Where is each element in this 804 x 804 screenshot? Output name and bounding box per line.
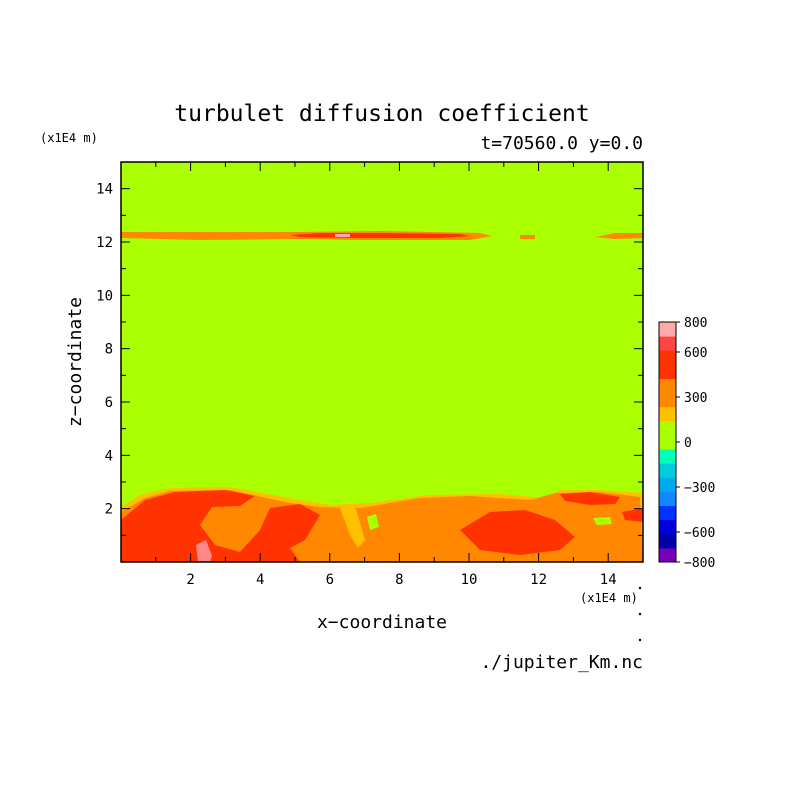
colorbar-swatch: [659, 364, 676, 379]
y-tick-label: 10: [96, 288, 113, 304]
lower-layer-lime-gap: [367, 514, 379, 530]
x-tick-label: 6: [326, 572, 334, 588]
colorbar-swatch: [659, 533, 676, 549]
x-tick-label: 4: [256, 572, 264, 588]
x-tick-label: 14: [600, 572, 617, 588]
colorbar-swatch: [659, 378, 676, 394]
colorbar-swatch: [659, 505, 676, 521]
lower-layer-pink: [196, 540, 212, 562]
source-filename: ./jupiter_Km.nc: [480, 652, 643, 673]
y-unit-label: (x1E4 m): [40, 131, 98, 145]
upper-band-right: [595, 233, 643, 239]
x-unit-label: (x1E4 m): [580, 591, 638, 605]
y-tick-label: 8: [105, 342, 113, 358]
colorbar-tick-label: 300: [684, 391, 707, 406]
colorbar-swatch: [659, 491, 676, 507]
marker-dot: [638, 612, 642, 616]
lower-layer-red-edge: [622, 508, 643, 522]
colorbar-swatch: [659, 420, 676, 436]
y-axis: 2 4 6 8 10 12 14: [96, 161, 643, 536]
colorbar-swatch: [659, 547, 676, 563]
colorbar-tick-label: −800: [684, 556, 715, 571]
colorbar-tick-label: −600: [684, 526, 715, 541]
chart-title: turbulet diffusion coefficient: [174, 101, 589, 127]
lower-layer-red-left: [121, 490, 320, 562]
colorbar-swatch: [659, 350, 676, 365]
colorbar-swatch: [659, 336, 676, 351]
y-tick-label: 2: [105, 502, 113, 518]
x-axis-label: x−coordinate: [317, 612, 447, 633]
colorbar-swatch: [659, 406, 676, 422]
y-axis-label: z−coordinate: [65, 297, 86, 427]
x-tick-label: 2: [186, 572, 194, 588]
colorbar-swatch: [659, 463, 676, 478]
upper-band-highlight: [335, 234, 350, 237]
y-tick-label: 4: [105, 448, 113, 464]
colorbar-swatch: [659, 519, 676, 535]
colorbar-tick-label: 600: [684, 346, 707, 361]
lower-layer-red-right: [460, 510, 575, 555]
x-tick-label: 8: [395, 572, 403, 588]
y-tick-label: 14: [96, 182, 113, 198]
colorbar-tick-label: 0: [684, 436, 692, 451]
x-tick-label: 10: [461, 572, 478, 588]
colorbar-tick-label: 800: [684, 316, 707, 331]
lower-layer-red-far-right: [560, 492, 620, 505]
colorbar-tick-label: −300: [684, 481, 715, 496]
colorbar: 800 600 300 0 −300 −600 −800: [658, 316, 715, 571]
x-tick-label: 12: [530, 572, 547, 588]
marker-dot: [638, 638, 642, 642]
lower-layer-lime-pocket: [593, 517, 612, 525]
y-tick-label: 6: [105, 395, 113, 411]
colorbar-swatch: [659, 322, 676, 337]
chart-subtitle: t=70560.0 y=0.0: [480, 133, 643, 154]
y-tick-label: 12: [96, 235, 113, 251]
colorbar-swatch: [659, 434, 676, 450]
plot-area: [120, 161, 644, 563]
colorbar-swatch: [659, 392, 676, 408]
lower-layer-yellow-streak: [340, 506, 365, 548]
plot-frame: [120, 161, 644, 563]
x-axis: 2 4 6 8 10 12 14: [155, 162, 644, 588]
colorbar-swatch: [659, 477, 676, 492]
marker-dot: [638, 586, 642, 590]
upper-band-fragment: [520, 235, 535, 239]
colorbar-swatch: [659, 449, 676, 464]
